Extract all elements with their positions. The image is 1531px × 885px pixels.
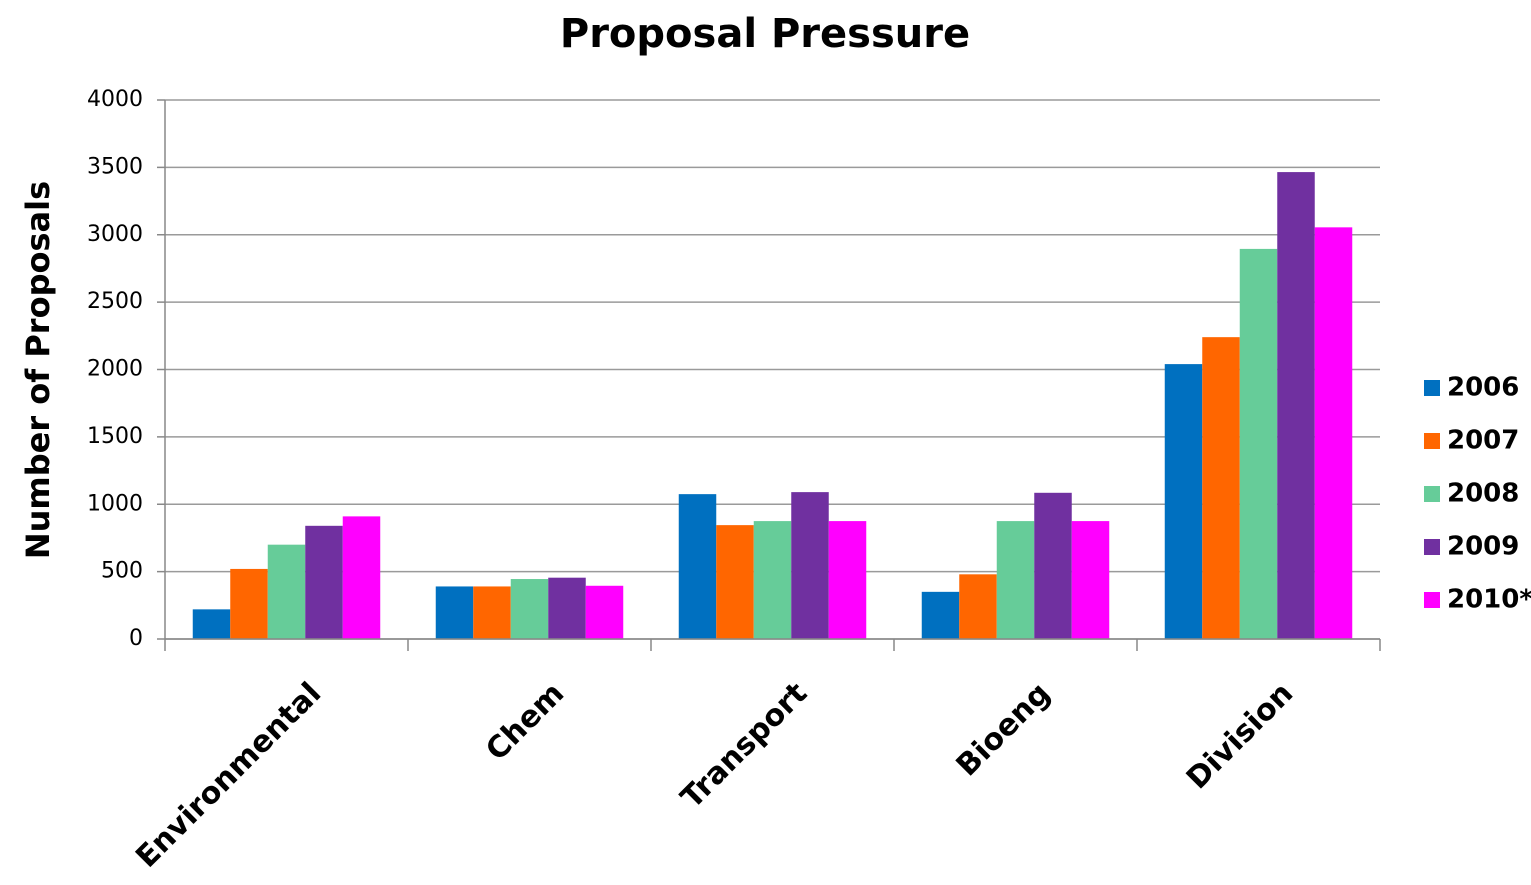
bar (435, 586, 474, 639)
bar (753, 521, 792, 639)
legend-swatch (1424, 539, 1440, 555)
x-tick-label: Division (1180, 676, 1300, 796)
legend-label: 2006 (1447, 373, 1519, 403)
legend-label: 2008 (1447, 479, 1519, 509)
bar (1071, 521, 1110, 639)
y-tick-label: 1500 (87, 424, 143, 449)
bar (1164, 364, 1203, 639)
legend-label: 2007 (1447, 426, 1519, 456)
bar (996, 521, 1035, 639)
bar (585, 585, 624, 639)
y-tick-label: 2000 (87, 357, 143, 382)
legend-label: 2010* (1447, 585, 1531, 615)
x-tick-label: Chem (479, 676, 571, 768)
legend-swatch (1424, 433, 1440, 449)
y-tick-label: 0 (129, 626, 143, 651)
y-tick-label: 2500 (87, 289, 143, 314)
y-tick-label: 500 (101, 559, 143, 584)
bar (548, 577, 586, 639)
bar (959, 574, 997, 639)
bar (267, 544, 306, 639)
bar (1239, 248, 1278, 639)
x-tick-label: Bioeng (950, 676, 1057, 783)
bar (791, 492, 829, 639)
bar (342, 516, 381, 639)
bar (921, 591, 960, 639)
bar (1277, 172, 1315, 639)
chart-title: Proposal Pressure (560, 11, 970, 57)
bar (1314, 227, 1353, 639)
y-tick-label: 3000 (87, 222, 143, 247)
y-tick-label: 3500 (87, 154, 143, 179)
legend-label: 2009 (1447, 532, 1519, 562)
legend-swatch (1424, 380, 1440, 396)
x-tick-label: Transport (674, 676, 814, 816)
bar (716, 525, 754, 639)
bar (230, 568, 268, 639)
y-tick-label: 1000 (87, 491, 143, 516)
bar (473, 586, 511, 639)
x-tick-label: Environmental (129, 676, 328, 875)
bar (1034, 492, 1072, 639)
bar (192, 609, 231, 639)
legend-swatch (1424, 592, 1440, 608)
y-tick-label: 4000 (87, 87, 143, 112)
bar (1202, 337, 1240, 639)
bar (510, 579, 549, 639)
bar (678, 494, 717, 639)
y-axis-label: Number of Proposals (19, 181, 57, 559)
bar (305, 525, 343, 639)
bar (828, 521, 867, 639)
legend-swatch (1424, 486, 1440, 502)
